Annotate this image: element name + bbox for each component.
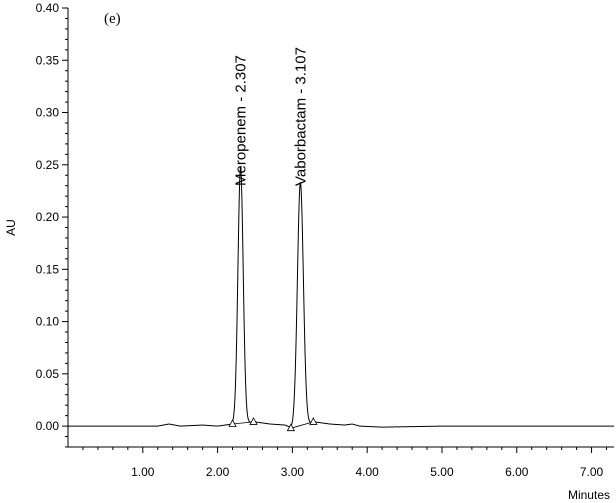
baseline-marker <box>249 417 258 425</box>
x-tick-label: 2.00 <box>206 465 230 479</box>
panel-label: (e) <box>104 11 121 27</box>
y-axis-label: AU <box>4 219 18 236</box>
y-tick-label: 0.20 <box>36 210 60 224</box>
y-tick-label: 0.10 <box>36 315 60 329</box>
x-tick-label: 5.00 <box>430 465 454 479</box>
y-tick-label: 0.15 <box>36 262 60 276</box>
x-tick-label: 1.00 <box>131 465 155 479</box>
integration-baseline <box>232 421 254 425</box>
integration-baseline <box>290 421 314 429</box>
y-tick-label: 0.00 <box>36 419 60 433</box>
baseline-marker <box>228 419 237 427</box>
peak-label: Vaborbactam - 3.107 <box>292 47 309 186</box>
x-tick-label: 3.00 <box>281 465 305 479</box>
y-tick-label: 0.35 <box>36 53 60 67</box>
baseline-marker <box>309 417 318 425</box>
y-tick-label: 0.05 <box>36 367 60 381</box>
y-tick-label: 0.25 <box>36 158 60 172</box>
peak-label: Meropenem - 2.307 <box>233 55 250 186</box>
y-tick-label: 0.30 <box>36 106 60 120</box>
y-tick-label: 0.40 <box>36 1 60 15</box>
baseline-marker <box>286 423 296 432</box>
x-tick-label: 6.00 <box>505 465 529 479</box>
x-tick-label: 4.00 <box>355 465 379 479</box>
x-tick-label: 7.00 <box>580 465 604 479</box>
x-axis-label: Minutes <box>568 488 610 502</box>
chromatogram-trace <box>68 166 614 428</box>
